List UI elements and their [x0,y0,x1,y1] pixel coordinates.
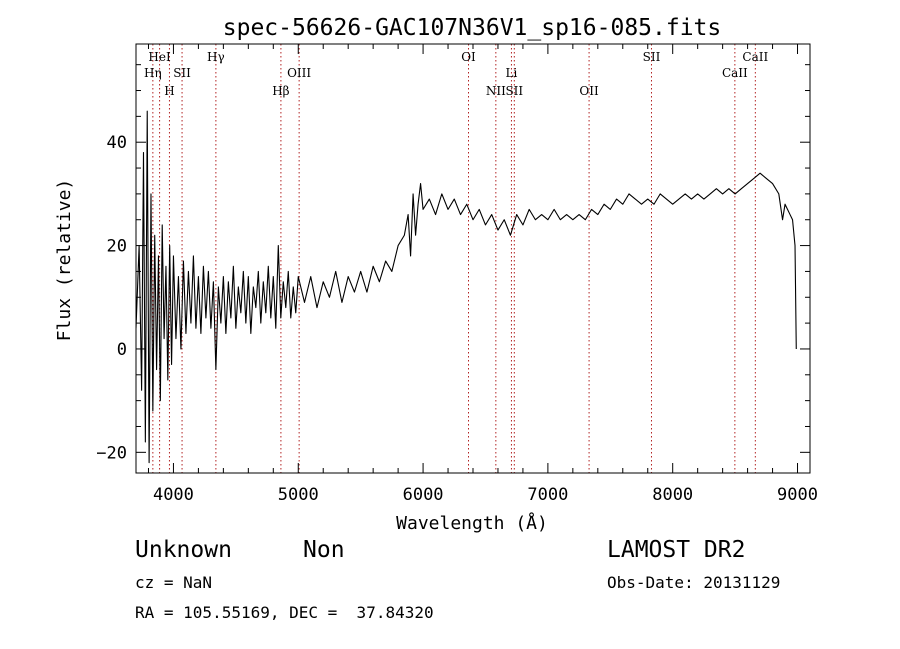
sky-coordinates: RA = 105.55169, DEC = 37.84320 [135,603,434,622]
spectrum-line [136,110,797,464]
object-subclass: Non [303,537,345,563]
x-tick-label: 5000 [278,485,319,505]
spectral-line-label: CaII [742,50,768,64]
chart-title: spec-56626-GAC107N36V1_sp16-085.fits [223,15,722,41]
redshift-value: cz = NaN [135,573,213,592]
y-tick-label: 0 [117,340,127,360]
x-axis-label: Wavelength (Å) [396,512,548,534]
x-tick-label: 9000 [777,485,818,505]
spectral-line-label: HeI [148,50,171,64]
spectral-line-label: OIII [287,66,311,80]
y-tick-label: 40 [107,133,127,153]
object-class: Unknown [135,537,232,563]
spectral-line-label: SII [173,66,191,80]
spectral-line-label: Hη [144,66,162,80]
y-axis-ticks: −20 0 20 40 [96,64,810,463]
spectral-line-label: Hγ [207,50,225,64]
x-tick-label: 7000 [527,485,568,505]
spectral-line-label: SII [643,50,661,64]
spectral-line-label: OI [461,50,476,64]
y-tick-label: 20 [107,237,127,257]
x-tick-label: 8000 [652,485,693,505]
spectral-line-label: NII [486,84,506,98]
observation-date: Obs-Date: 20131129 [607,573,781,592]
x-tick-label: 4000 [153,485,194,505]
spectral-line-label: OII [579,84,599,98]
spectral-line-label: Li [506,66,518,80]
spectral-line-label: SII [505,84,523,98]
x-axis-ticks: 4000 5000 6000 7000 8000 9000 [147,44,818,505]
survey-name: LAMOST DR2 [607,537,746,563]
y-axis-label: Flux (relative) [54,179,75,342]
spectral-line-label: Hβ [272,84,289,98]
plot-frame [135,43,811,474]
spectral-line-markers [152,44,756,473]
y-tick-label: −20 [96,443,127,463]
x-tick-label: 6000 [403,485,444,505]
spectrum-series [136,110,797,464]
spectral-line-label: H [164,84,174,98]
spectral-line-label: CaII [722,66,748,80]
